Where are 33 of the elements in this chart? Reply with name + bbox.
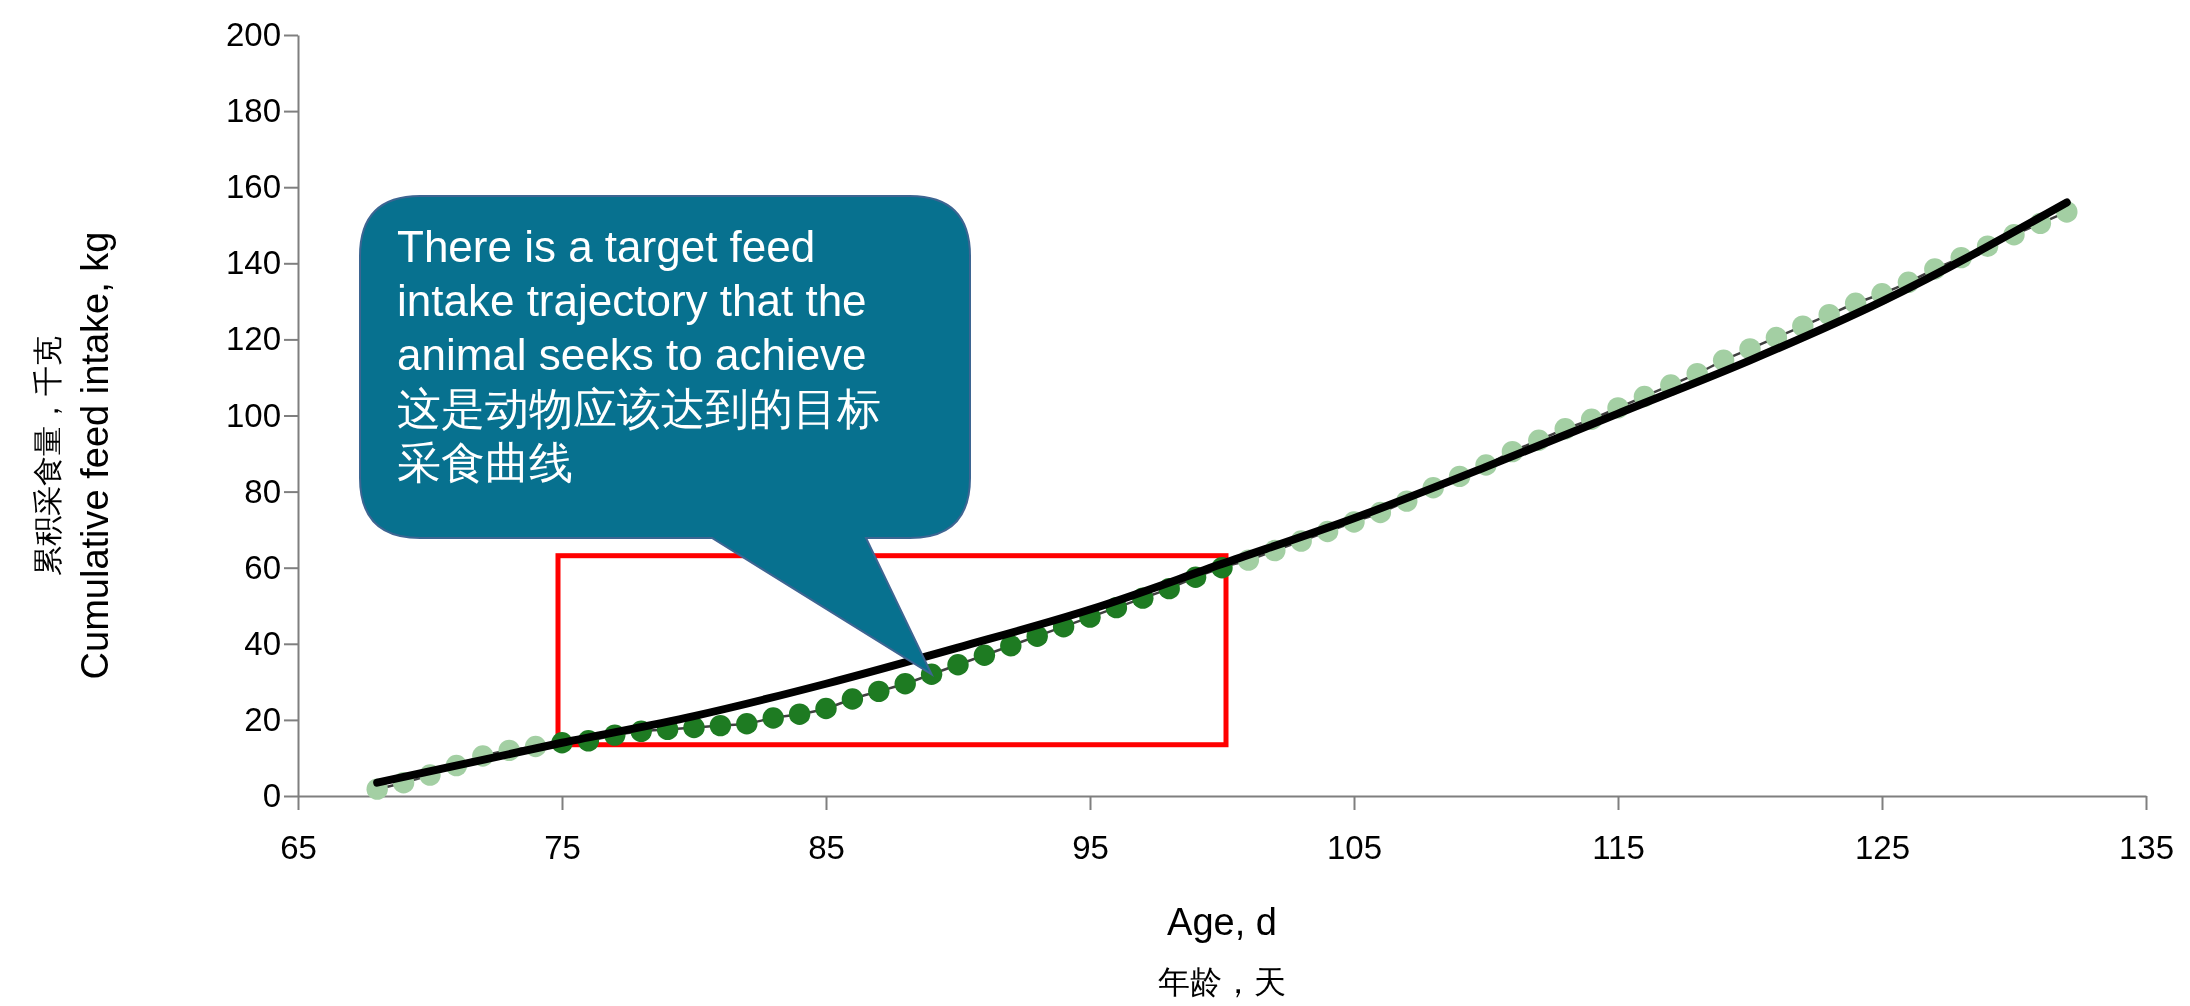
- y-tick-label: 200: [225, 16, 281, 54]
- point: [788, 703, 811, 725]
- x-tick-label: 75: [544, 829, 581, 867]
- y-tick-label: 180: [225, 92, 281, 130]
- y-tick-label: 60: [244, 548, 281, 586]
- point: [815, 697, 837, 720]
- point: [894, 673, 916, 695]
- y-tick-label: 140: [225, 244, 281, 282]
- x-tick-label: 115: [1592, 829, 1645, 867]
- x-axis-title: Age, d 年龄，天: [1158, 901, 1286, 1001]
- x-tick-label: 85: [808, 829, 845, 867]
- point: [1000, 635, 1022, 657]
- point: [762, 707, 784, 729]
- x-tick-label: 125: [1854, 829, 1911, 867]
- point: [973, 644, 996, 666]
- y-axis-title: 累积采食量，千克 Cumulative feed intake, kg: [30, 231, 116, 680]
- x-tick-label: 105: [1326, 829, 1383, 867]
- y-tick-label: 120: [225, 320, 281, 358]
- point: [736, 713, 758, 735]
- y-tick-label: 100: [225, 396, 281, 434]
- point: [868, 680, 890, 703]
- y-tick-label: 40: [244, 624, 281, 662]
- y-tick-label: 160: [225, 168, 281, 206]
- y-tick-label: 80: [244, 472, 281, 510]
- x-tick-label: 65: [280, 829, 317, 867]
- point: [709, 714, 732, 737]
- x-tick-label: 135: [2118, 829, 2175, 867]
- y-tick-label: 0: [262, 777, 281, 815]
- point: [947, 654, 969, 676]
- y-tick-label: 20: [244, 700, 281, 738]
- annotation: There is a target feed intake trajectory that the animal seeks to achieve 这是动物应该达到的目标采食曲线: [397, 221, 882, 489]
- point: [841, 688, 864, 710]
- x-tick-label: 95: [1072, 829, 1109, 867]
